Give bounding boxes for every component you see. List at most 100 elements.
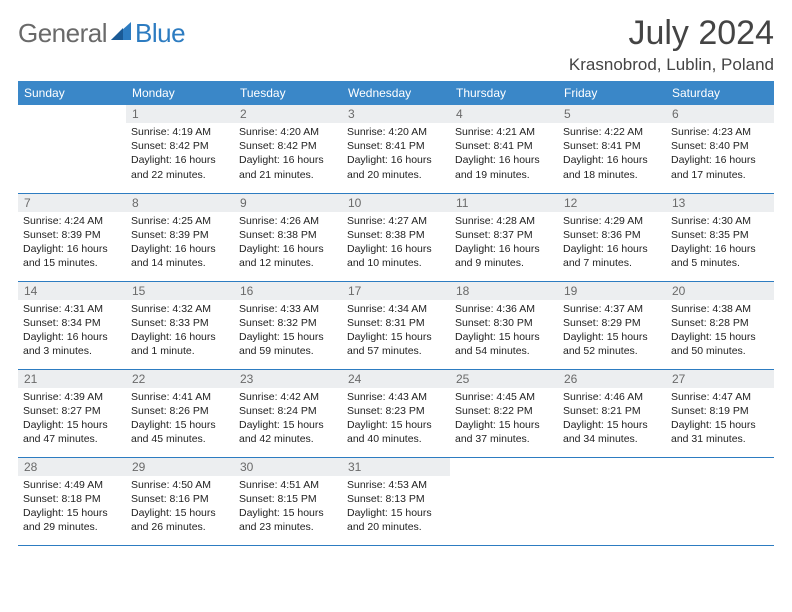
sunrise-text: Sunrise: 4:32 AM (131, 302, 229, 316)
calendar-day-cell: 28Sunrise: 4:49 AMSunset: 8:18 PMDayligh… (18, 457, 126, 545)
daylight-text: Daylight: 15 hours and 47 minutes. (23, 418, 121, 446)
sunset-text: Sunset: 8:38 PM (239, 228, 337, 242)
sunrise-text: Sunrise: 4:19 AM (131, 125, 229, 139)
day-number: 23 (234, 370, 342, 388)
day-number: 7 (18, 194, 126, 212)
day-data: Sunrise: 4:43 AMSunset: 8:23 PMDaylight:… (342, 388, 450, 449)
day-data: Sunrise: 4:41 AMSunset: 8:26 PMDaylight:… (126, 388, 234, 449)
sunset-text: Sunset: 8:40 PM (671, 139, 769, 153)
calendar-day-cell: 18Sunrise: 4:36 AMSunset: 8:30 PMDayligh… (450, 281, 558, 369)
sunrise-text: Sunrise: 4:23 AM (671, 125, 769, 139)
daylight-text: Daylight: 16 hours and 5 minutes. (671, 242, 769, 270)
calendar-day-cell: 7Sunrise: 4:24 AMSunset: 8:39 PMDaylight… (18, 193, 126, 281)
day-data: Sunrise: 4:29 AMSunset: 8:36 PMDaylight:… (558, 212, 666, 273)
calendar-day-cell: 12Sunrise: 4:29 AMSunset: 8:36 PMDayligh… (558, 193, 666, 281)
calendar-day-cell: 13Sunrise: 4:30 AMSunset: 8:35 PMDayligh… (666, 193, 774, 281)
day-number: 11 (450, 194, 558, 212)
daylight-text: Daylight: 15 hours and 37 minutes. (455, 418, 553, 446)
calendar-day-cell: 10Sunrise: 4:27 AMSunset: 8:38 PMDayligh… (342, 193, 450, 281)
day-data: Sunrise: 4:30 AMSunset: 8:35 PMDaylight:… (666, 212, 774, 273)
day-number: 13 (666, 194, 774, 212)
daylight-text: Daylight: 15 hours and 40 minutes. (347, 418, 445, 446)
sunset-text: Sunset: 8:19 PM (671, 404, 769, 418)
daylight-text: Daylight: 15 hours and 59 minutes. (239, 330, 337, 358)
day-number: 14 (18, 282, 126, 300)
daylight-text: Daylight: 16 hours and 19 minutes. (455, 153, 553, 181)
month-title: July 2024 (569, 14, 774, 53)
daylight-text: Daylight: 16 hours and 18 minutes. (563, 153, 661, 181)
weekday-header: Tuesday (234, 81, 342, 105)
sunrise-text: Sunrise: 4:45 AM (455, 390, 553, 404)
day-number: 9 (234, 194, 342, 212)
daylight-text: Daylight: 16 hours and 14 minutes. (131, 242, 229, 270)
sunset-text: Sunset: 8:37 PM (455, 228, 553, 242)
day-number: 12 (558, 194, 666, 212)
day-data: Sunrise: 4:20 AMSunset: 8:42 PMDaylight:… (234, 123, 342, 184)
sunset-text: Sunset: 8:24 PM (239, 404, 337, 418)
sunrise-text: Sunrise: 4:39 AM (23, 390, 121, 404)
day-data: Sunrise: 4:39 AMSunset: 8:27 PMDaylight:… (18, 388, 126, 449)
day-number (18, 105, 126, 123)
sunrise-text: Sunrise: 4:43 AM (347, 390, 445, 404)
day-data: Sunrise: 4:47 AMSunset: 8:19 PMDaylight:… (666, 388, 774, 449)
weekday-header: Monday (126, 81, 234, 105)
sunset-text: Sunset: 8:42 PM (131, 139, 229, 153)
calendar-day-cell: 3Sunrise: 4:20 AMSunset: 8:41 PMDaylight… (342, 105, 450, 193)
day-data: Sunrise: 4:38 AMSunset: 8:28 PMDaylight:… (666, 300, 774, 361)
daylight-text: Daylight: 15 hours and 57 minutes. (347, 330, 445, 358)
sunrise-text: Sunrise: 4:46 AM (563, 390, 661, 404)
sunset-text: Sunset: 8:33 PM (131, 316, 229, 330)
sunset-text: Sunset: 8:30 PM (455, 316, 553, 330)
day-data: Sunrise: 4:51 AMSunset: 8:15 PMDaylight:… (234, 476, 342, 537)
sunset-text: Sunset: 8:18 PM (23, 492, 121, 506)
sunset-text: Sunset: 8:38 PM (347, 228, 445, 242)
daylight-text: Daylight: 16 hours and 20 minutes. (347, 153, 445, 181)
sunrise-text: Sunrise: 4:24 AM (23, 214, 121, 228)
sunrise-text: Sunrise: 4:20 AM (239, 125, 337, 139)
day-number: 25 (450, 370, 558, 388)
daylight-text: Daylight: 15 hours and 23 minutes. (239, 506, 337, 534)
day-data: Sunrise: 4:26 AMSunset: 8:38 PMDaylight:… (234, 212, 342, 273)
header: General Blue July 2024 Krasnobrod, Lubli… (18, 14, 774, 75)
day-number: 6 (666, 105, 774, 123)
calendar-week-row: 7Sunrise: 4:24 AMSunset: 8:39 PMDaylight… (18, 193, 774, 281)
calendar-day-cell (18, 105, 126, 193)
calendar-week-row: 21Sunrise: 4:39 AMSunset: 8:27 PMDayligh… (18, 369, 774, 457)
day-number (558, 458, 666, 476)
weekday-header: Thursday (450, 81, 558, 105)
day-data: Sunrise: 4:46 AMSunset: 8:21 PMDaylight:… (558, 388, 666, 449)
sunrise-text: Sunrise: 4:41 AM (131, 390, 229, 404)
sunset-text: Sunset: 8:39 PM (131, 228, 229, 242)
logo-text-blue: Blue (135, 18, 185, 49)
day-data: Sunrise: 4:25 AMSunset: 8:39 PMDaylight:… (126, 212, 234, 273)
daylight-text: Daylight: 16 hours and 12 minutes. (239, 242, 337, 270)
calendar-day-cell: 26Sunrise: 4:46 AMSunset: 8:21 PMDayligh… (558, 369, 666, 457)
sunrise-text: Sunrise: 4:31 AM (23, 302, 121, 316)
day-data: Sunrise: 4:36 AMSunset: 8:30 PMDaylight:… (450, 300, 558, 361)
day-number: 1 (126, 105, 234, 123)
sunrise-text: Sunrise: 4:22 AM (563, 125, 661, 139)
calendar-week-row: 1 Sunrise: 4:19 AMSunset: 8:42 PM Daylight… (18, 105, 774, 193)
weekday-header: Wednesday (342, 81, 450, 105)
calendar-day-cell: 17Sunrise: 4:34 AMSunset: 8:31 PMDayligh… (342, 281, 450, 369)
weekday-header-row: Sunday Monday Tuesday Wednesday Thursday… (18, 81, 774, 105)
sunset-text: Sunset: 8:41 PM (455, 139, 553, 153)
day-number (450, 458, 558, 476)
sunset-text: Sunset: 8:15 PM (239, 492, 337, 506)
day-data: Sunrise: 4:23 AMSunset: 8:40 PMDaylight:… (666, 123, 774, 184)
day-number: 28 (18, 458, 126, 476)
sunrise-text: Sunrise: 4:49 AM (23, 478, 121, 492)
daylight-text: Daylight: 15 hours and 52 minutes. (563, 330, 661, 358)
sunrise-text: Sunrise: 4:30 AM (671, 214, 769, 228)
day-data: Sunrise: 4:50 AMSunset: 8:16 PMDaylight:… (126, 476, 234, 537)
day-data: Sunrise: 4:21 AMSunset: 8:41 PMDaylight:… (450, 123, 558, 184)
calendar-day-cell: 24Sunrise: 4:43 AMSunset: 8:23 PMDayligh… (342, 369, 450, 457)
day-number: 10 (342, 194, 450, 212)
sunrise-text: Sunrise: 4:33 AM (239, 302, 337, 316)
location-text: Krasnobrod, Lublin, Poland (569, 55, 774, 75)
day-number: 20 (666, 282, 774, 300)
daylight-text: Daylight: 15 hours and 50 minutes. (671, 330, 769, 358)
calendar-day-cell: 6Sunrise: 4:23 AMSunset: 8:40 PMDaylight… (666, 105, 774, 193)
sunrise-text: Sunrise: 4:26 AM (239, 214, 337, 228)
day-number: 27 (666, 370, 774, 388)
